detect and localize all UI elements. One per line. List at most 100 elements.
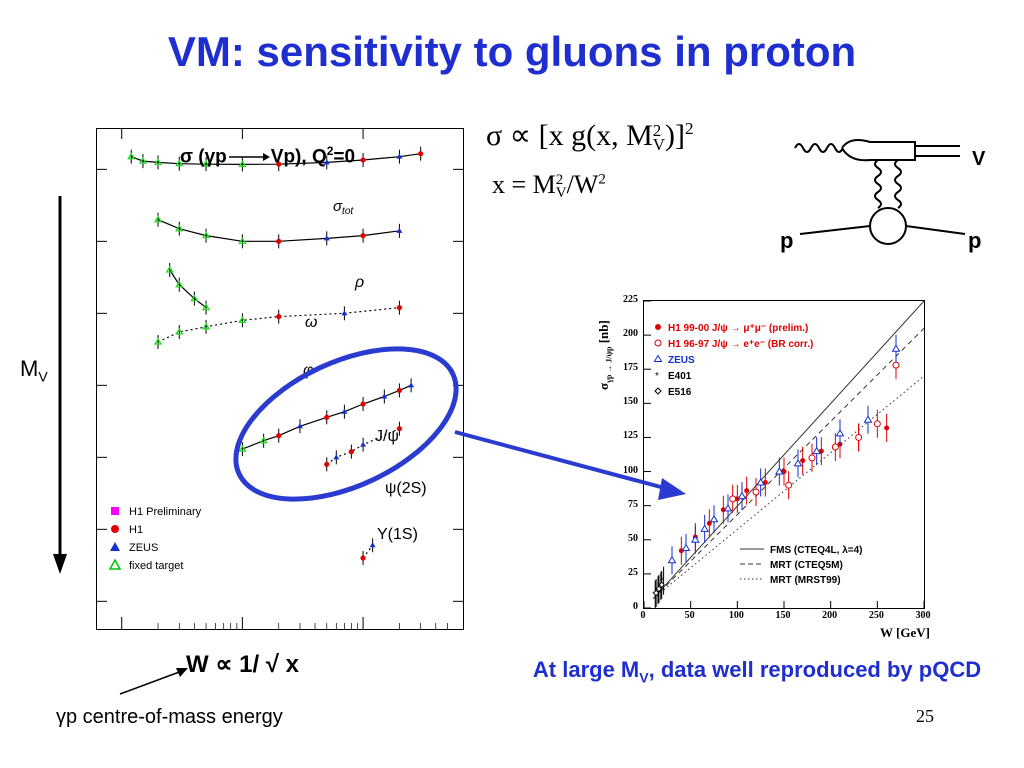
left-label-omega: ω bbox=[305, 314, 317, 331]
left-point-fixed-target bbox=[201, 322, 211, 330]
x-definition-formula: x = M 2 V/W2 bbox=[492, 170, 606, 202]
right-y-ticks: 0 25 50 75 100 125 150 175 200 225 bbox=[610, 294, 640, 612]
cross-section-formula: σ ∝ [x g(x, M 2 V)]2 bbox=[486, 118, 694, 153]
right-point-e516 bbox=[655, 585, 662, 592]
right-point-zeus bbox=[737, 491, 747, 500]
right-point-zeus bbox=[667, 555, 677, 564]
left-point-zeus bbox=[341, 408, 348, 414]
right-legend-label: E516 bbox=[668, 387, 692, 398]
left-point-fixed-target bbox=[201, 159, 211, 167]
right-legend-marker bbox=[653, 354, 663, 362]
left-point-zeus bbox=[369, 542, 376, 548]
left-point-fixed-target bbox=[238, 160, 247, 168]
right-point-zeus bbox=[812, 446, 822, 455]
left-point-h1 bbox=[360, 233, 366, 239]
formula-main-end-sup: 2 bbox=[685, 119, 694, 138]
connector-arrowhead bbox=[658, 478, 686, 500]
right-y-tick-label: 100 bbox=[623, 464, 638, 476]
right-legend-label: H1 96-97 J/ψ → e⁺e⁻ (BR corr.) bbox=[668, 339, 813, 350]
right-x-tick-label: 150 bbox=[775, 610, 791, 621]
right-point-h1-ee bbox=[873, 420, 881, 428]
right-point-zeus bbox=[700, 524, 710, 532]
slide-title: VM: sensitivity to gluons in proton bbox=[167, 28, 857, 75]
left-point-h1 bbox=[418, 151, 424, 157]
right-y-tick-label: 150 bbox=[623, 396, 638, 408]
right-point-h1-ee bbox=[808, 454, 816, 462]
left-curve-4 bbox=[242, 384, 412, 450]
legend-marker-triangle bbox=[110, 542, 120, 551]
legend-marker-square bbox=[111, 507, 119, 515]
left-point-h1 bbox=[360, 401, 366, 407]
right-x-tick-label: 50 bbox=[684, 610, 695, 621]
left-point-h1 bbox=[324, 461, 330, 467]
right-model-line-6 bbox=[652, 327, 925, 599]
left-point-h1 bbox=[324, 414, 330, 420]
right-point-zeus bbox=[723, 503, 733, 512]
left-point-fixed-target bbox=[175, 224, 184, 232]
gluon-right bbox=[894, 159, 902, 209]
right-x-tick-label: 250 bbox=[868, 610, 884, 621]
left-point-fixed-target bbox=[153, 158, 163, 166]
legend-label: ZEUS bbox=[129, 542, 158, 554]
right-point-h1-ee bbox=[855, 433, 863, 441]
right-y-tick-label: 200 bbox=[623, 328, 638, 340]
left-point-zeus bbox=[323, 235, 330, 241]
left-point-h1 bbox=[348, 449, 354, 455]
legend-label: H1 bbox=[129, 524, 143, 536]
right-point-h1-mumu bbox=[884, 425, 890, 431]
energy-pointer-arrow bbox=[119, 668, 188, 695]
right-legend-label: E401 bbox=[668, 371, 692, 382]
left-point-fixed-target bbox=[165, 265, 174, 273]
left-point-h1 bbox=[276, 238, 282, 244]
left-point-fixed-target bbox=[127, 152, 136, 160]
left-point-fixed-target bbox=[175, 280, 184, 288]
left-label-upsilon: Υ(1S) bbox=[377, 526, 418, 543]
right-point-h1-ee bbox=[831, 443, 839, 451]
left-point-fixed-target bbox=[238, 444, 247, 452]
gluon-left bbox=[874, 159, 882, 209]
right-y-tick-label: 75 bbox=[628, 498, 638, 510]
right-plot-svg: ****H1 99-00 J/ψ → μ⁺μ⁻ (prelim.)H1 96-9… bbox=[643, 300, 925, 609]
left-point-fixed-target bbox=[175, 327, 184, 335]
diagram-label-p-left: p bbox=[780, 228, 794, 253]
x-def-post-sup: 2 bbox=[598, 171, 606, 188]
left-label-psi2s: ψ(2S) bbox=[385, 480, 427, 497]
photon-wavy-line bbox=[794, 143, 844, 153]
left-label-phi: φ bbox=[303, 362, 313, 379]
left-point-zeus bbox=[408, 382, 415, 388]
page-number: 25 bbox=[916, 706, 934, 726]
legend-label: fixed target bbox=[129, 560, 183, 572]
left-point-h1 bbox=[276, 433, 282, 439]
left-point-zeus bbox=[396, 227, 403, 233]
right-legend-marker bbox=[654, 339, 662, 347]
right-point-zeus bbox=[681, 543, 691, 551]
conclusion-text: At large MV, data well reproduced by pQC… bbox=[532, 657, 982, 686]
right-x-tick-label: 300 bbox=[915, 610, 931, 621]
mv-label: MV bbox=[20, 356, 48, 385]
right-x-ticks: 0 50 100 150 200 250 300 bbox=[641, 610, 931, 624]
jpsi-highlight-ellipse bbox=[233, 346, 459, 502]
connector-line bbox=[454, 430, 673, 492]
right-point-h1-mumu bbox=[744, 488, 750, 494]
legend-label: H1 Preliminary bbox=[129, 506, 202, 518]
left-point-fixed-target bbox=[201, 303, 211, 311]
legend-marker-open-triangle bbox=[108, 558, 122, 570]
right-point-zeus bbox=[709, 514, 719, 523]
right-point-zeus bbox=[774, 467, 784, 475]
right-x-tick-label: 0 bbox=[640, 610, 646, 621]
right-model-legend-label: FMS (CTEQ4L, λ=4) bbox=[770, 545, 863, 556]
left-curve-2 bbox=[169, 269, 207, 309]
right-model-line-5 bbox=[652, 300, 925, 599]
left-point-zeus bbox=[396, 153, 403, 159]
right-point-zeus bbox=[891, 344, 901, 352]
right-legend-marker bbox=[654, 387, 662, 395]
right-point-e516 bbox=[658, 581, 665, 588]
right-legend-marker: * bbox=[655, 371, 659, 382]
left-point-h1 bbox=[276, 314, 282, 320]
vm-production-diagram bbox=[794, 139, 966, 245]
w-label: W ∝ 1/ √ x bbox=[186, 651, 300, 678]
right-jpsi-plot: ****H1 99-00 J/ψ → μ⁺μ⁻ (prelim.)H1 96-9… bbox=[643, 300, 925, 609]
